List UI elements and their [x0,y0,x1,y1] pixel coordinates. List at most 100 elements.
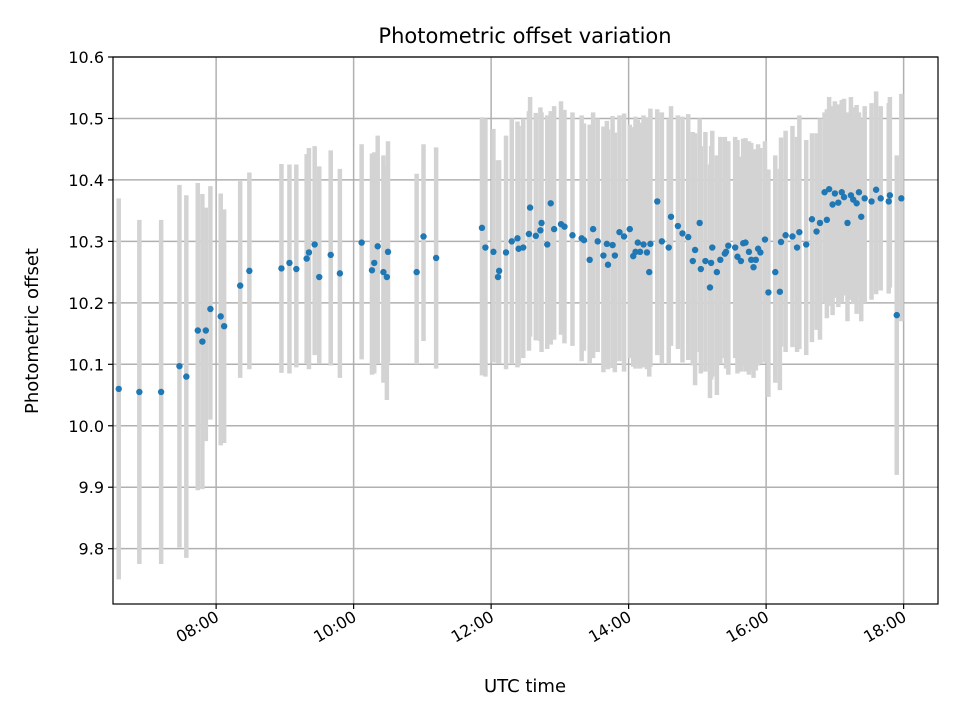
data-point [616,228,623,236]
data-point [742,239,749,246]
data-point [765,289,772,296]
y-tick-label: 10.4 [68,171,104,190]
data-point [748,256,755,264]
data-point [413,268,420,276]
data-point [316,273,323,281]
data-point [115,385,122,393]
data-point [371,259,378,267]
data-point [547,200,554,207]
data-point [246,267,253,275]
data-point [594,238,601,245]
data-point [383,273,391,281]
data-point [643,249,651,256]
data-point [526,204,534,211]
data-point [697,265,705,273]
y-tick-label: 9.9 [79,478,104,497]
data-point [217,313,224,320]
data-point [220,322,228,330]
data-point [420,233,427,240]
data-point [840,193,848,201]
data-point [667,213,675,220]
data-point [731,244,739,251]
data-point [374,243,381,250]
data-point [609,241,616,249]
data-point [665,244,672,251]
data-point [278,265,285,272]
data-point [777,238,785,246]
data-point [844,219,851,227]
data-point [336,270,344,277]
data-point [561,223,568,230]
data-point [603,240,611,248]
data-point [679,230,686,237]
data-point [620,233,628,240]
data-point [490,248,497,256]
data-point [311,241,318,248]
data-point [853,200,860,207]
data-point [737,257,745,265]
data-point [691,246,699,254]
y-tick-label: 10.6 [68,48,104,67]
data-point [380,268,387,276]
y-tick-label: 10.5 [68,109,104,128]
data-point [725,242,732,249]
data-point [658,238,666,245]
data-point [586,256,593,264]
y-tick-label: 10.1 [68,355,104,374]
data-point [707,259,715,267]
data-point [136,388,143,396]
y-tick-label: 9.8 [79,540,104,559]
data-point [647,240,654,248]
data-point [674,222,682,230]
y-tick-label: 10.3 [68,232,104,251]
data-point [793,244,801,251]
data-point [898,195,905,202]
data-point [696,219,703,227]
x-axis-label: UTC time [484,676,566,697]
data-point [626,225,633,233]
data-point [508,238,515,245]
data-point [689,257,696,265]
chart-title: Photometric offset variation [378,24,671,48]
data-point [368,267,376,274]
data-point [482,244,489,251]
data-point [538,219,545,227]
data-point [654,198,661,205]
data-point [835,199,842,206]
data-point [589,225,597,233]
data-point [532,232,540,240]
data-point [432,254,440,262]
data-point [829,201,836,208]
data-point [789,233,796,240]
data-point [286,259,293,267]
data-point [745,248,753,256]
data-point [825,185,833,193]
data-point [293,265,300,273]
data-point [305,249,313,256]
data-point [808,216,816,223]
data-point [713,268,721,276]
data-point [600,252,607,259]
data-point [236,282,244,289]
data-point [604,261,612,268]
data-point [478,224,486,232]
data-point [734,253,741,260]
data-point [303,255,310,262]
y-tick-label: 10.0 [68,417,104,436]
data-point [706,284,714,291]
data-point [384,248,392,256]
data-point [502,249,510,256]
data-point [358,239,365,246]
data-point [877,195,884,202]
data-point [816,219,824,227]
data-point [885,198,892,205]
data-point [872,186,880,193]
data-point [520,244,527,251]
data-point [893,311,900,319]
data-point [632,248,639,256]
data-point [646,268,653,276]
data-point [717,256,724,264]
data-point [636,248,644,256]
data-point [495,267,503,275]
data-point [772,268,779,276]
